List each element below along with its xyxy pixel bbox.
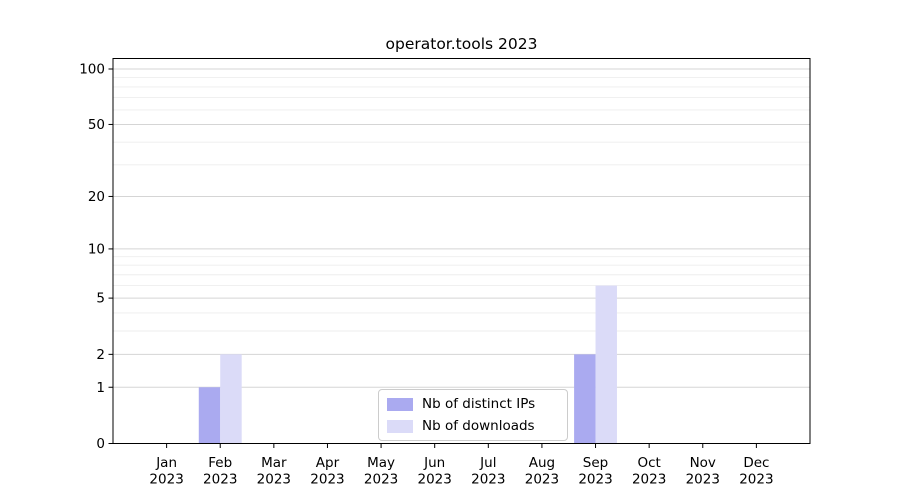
y-tick-label: 5 xyxy=(96,291,105,307)
x-tick-label-month: Jul xyxy=(479,455,496,471)
x-tick-label-year: 2023 xyxy=(686,472,720,488)
x-tick-label-month: Nov xyxy=(690,455,716,471)
legend-label-downloads: Nb of downloads xyxy=(422,418,535,434)
x-tick-label-year: 2023 xyxy=(525,472,559,488)
legend: Nb of distinct IPs Nb of downloads xyxy=(378,389,568,441)
bar-distinct-ips xyxy=(574,354,596,444)
legend-swatch-distinct-ips xyxy=(387,397,413,411)
x-tick-label-month: Mar xyxy=(261,455,287,471)
bar-downloads xyxy=(595,285,617,444)
y-tick-label: 10 xyxy=(88,241,105,257)
x-tick-label-year: 2023 xyxy=(632,472,666,488)
x-tick-label-month: Oct xyxy=(637,455,660,471)
legend-label-distinct-ips: Nb of distinct IPs xyxy=(422,396,536,412)
y-tick-label: 20 xyxy=(88,189,105,205)
legend-swatch-downloads xyxy=(387,419,413,433)
plot-border xyxy=(112,58,811,444)
x-tick-label-year: 2023 xyxy=(149,472,183,488)
chart-title: operator.tools 2023 xyxy=(385,35,538,53)
x-tick-label-year: 2023 xyxy=(310,472,344,488)
x-tick-label-year: 2023 xyxy=(364,472,398,488)
x-tick-label-year: 2023 xyxy=(418,472,452,488)
x-tick-label-year: 2023 xyxy=(471,472,505,488)
y-tick-label: 2 xyxy=(96,347,105,363)
x-tick-label-year: 2023 xyxy=(257,472,291,488)
x-tick-label-month: Aug xyxy=(529,455,555,471)
x-tick-label-month: Apr xyxy=(316,455,340,471)
x-tick-label-month: Jun xyxy=(423,455,445,471)
x-tick-label-year: 2023 xyxy=(203,472,237,488)
y-tick-label: 0 xyxy=(96,436,105,452)
x-tick-label-month: Feb xyxy=(208,455,232,471)
x-tick-label-month: Dec xyxy=(743,455,769,471)
x-tick-label-month: Jan xyxy=(155,455,177,471)
y-tick-label: 100 xyxy=(79,62,105,78)
legend-item-distinct-ips: Nb of distinct IPs xyxy=(387,396,559,412)
x-tick-label-year: 2023 xyxy=(739,472,773,488)
bar-downloads xyxy=(220,354,242,444)
x-tick-label-month: May xyxy=(367,455,395,471)
y-tick-label: 50 xyxy=(88,117,105,133)
x-tick-label-year: 2023 xyxy=(578,472,612,488)
y-tick-label: 1 xyxy=(96,380,105,396)
legend-item-downloads: Nb of downloads xyxy=(387,418,559,434)
x-tick-label-month: Sep xyxy=(583,455,608,471)
bar-distinct-ips xyxy=(198,387,221,444)
